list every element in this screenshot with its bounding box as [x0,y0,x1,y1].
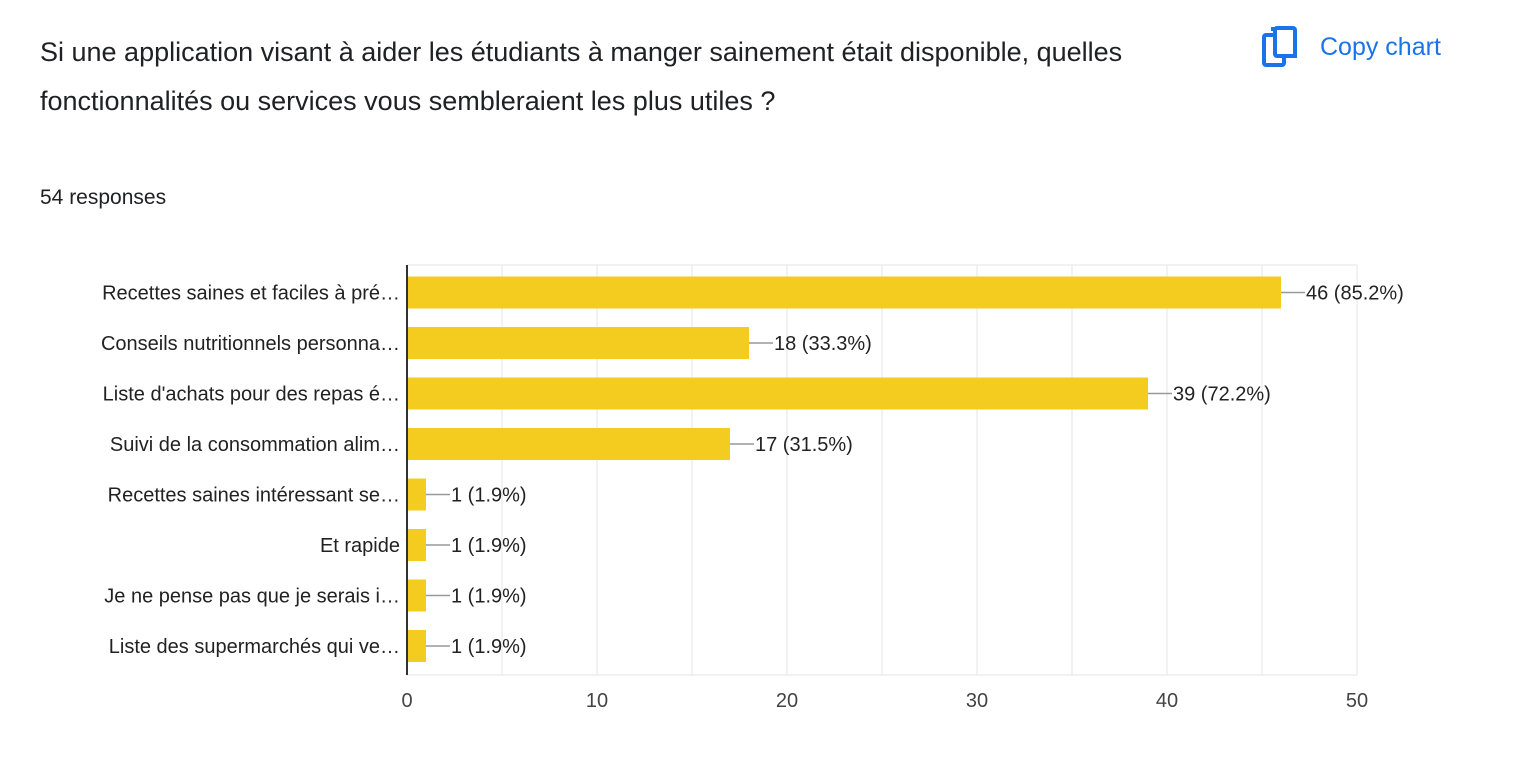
data-label: 1 (1.9%) [451,535,527,557]
data-label: 46 (85.2%) [1306,283,1404,305]
category-label: Je ne pense pas que je serais i… [104,586,400,608]
category-label: Recettes saines et faciles à pré… [102,283,400,305]
copy-chart-label: Copy chart [1320,32,1441,61]
data-label: 18 (33.3%) [774,333,872,355]
copy-icon [1262,26,1298,68]
category-label: Conseils nutritionnels personna… [101,333,400,355]
gridlines [407,264,1358,676]
x-tick-label: 50 [1346,690,1368,712]
bar-chart: 0 10 20 30 40 50 46 (85.2%) Recettes saines et… [101,264,1404,712]
bars [407,276,1281,662]
bar [407,276,1281,309]
data-label: 39 (72.2%) [1173,384,1271,406]
category-label: Liste d'achats pour des repas é… [103,384,400,406]
category-label: Liste des supermarchés qui ve… [109,636,400,658]
data-label: 17 (31.5%) [755,434,853,456]
bar [407,630,426,662]
bar [407,428,730,460]
category-label: Recettes saines intéressant se… [108,485,400,507]
data-label: 1 (1.9%) [451,485,527,507]
category-label: Suivi de la consommation alim… [110,434,400,456]
bar [407,327,749,359]
data-label: 1 (1.9%) [451,636,527,658]
bar [407,478,426,511]
x-tick-label: 0 [401,690,412,712]
question-title: Si une application visant à aider les ét… [40,37,1123,116]
x-tick-label: 20 [776,690,798,712]
data-label: 1 (1.9%) [451,586,527,608]
category-label: Et rapide [320,535,400,557]
copy-chart-button[interactable]: Copy chart [1262,26,1441,68]
labels: 46 (85.2%) Recettes saines et faciles à p… [101,283,1404,659]
axes: 0 10 20 30 40 50 [401,265,1368,712]
x-tick-label: 30 [966,690,988,712]
bar [407,579,426,612]
bar [407,529,426,561]
x-tick-label: 10 [586,690,608,712]
response-count: 54 responses [40,186,167,209]
x-tick-label: 40 [1156,690,1178,712]
bar [407,377,1148,410]
